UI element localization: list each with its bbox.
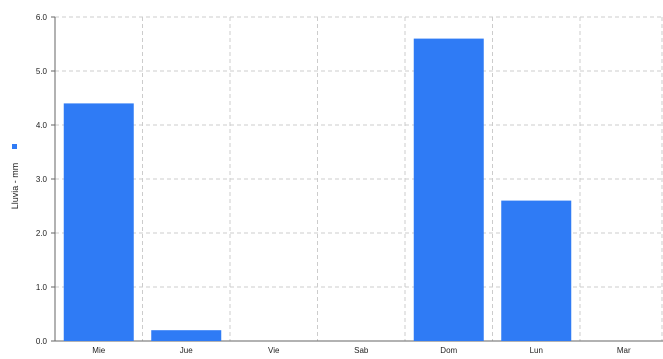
bar-jue [151, 330, 222, 341]
x-tick-label: Mar [617, 346, 631, 354]
x-tick-label: Lun [530, 346, 543, 354]
bar-lun [501, 200, 572, 341]
x-tick-label: Sab [354, 346, 369, 354]
y-tick-label: 3.0 [36, 175, 48, 184]
x-tick-label: Jue [180, 346, 193, 354]
legend-swatch [12, 144, 17, 149]
bar-dom [413, 38, 484, 341]
x-tick-label: Dom [440, 346, 457, 354]
y-tick-label: 1.0 [36, 283, 48, 292]
y-tick-label: 4.0 [36, 121, 48, 130]
y-tick-label: 0.0 [36, 337, 48, 346]
y-tick-label: 6.0 [36, 13, 48, 22]
x-tick-label: Mie [92, 346, 105, 354]
y-axis-label: Lluvia - mm [10, 162, 20, 210]
x-tick-label: Vie [268, 346, 280, 354]
y-tick-label: 5.0 [36, 67, 48, 76]
bar-mie [63, 103, 134, 342]
y-tick-label: 2.0 [36, 229, 48, 238]
